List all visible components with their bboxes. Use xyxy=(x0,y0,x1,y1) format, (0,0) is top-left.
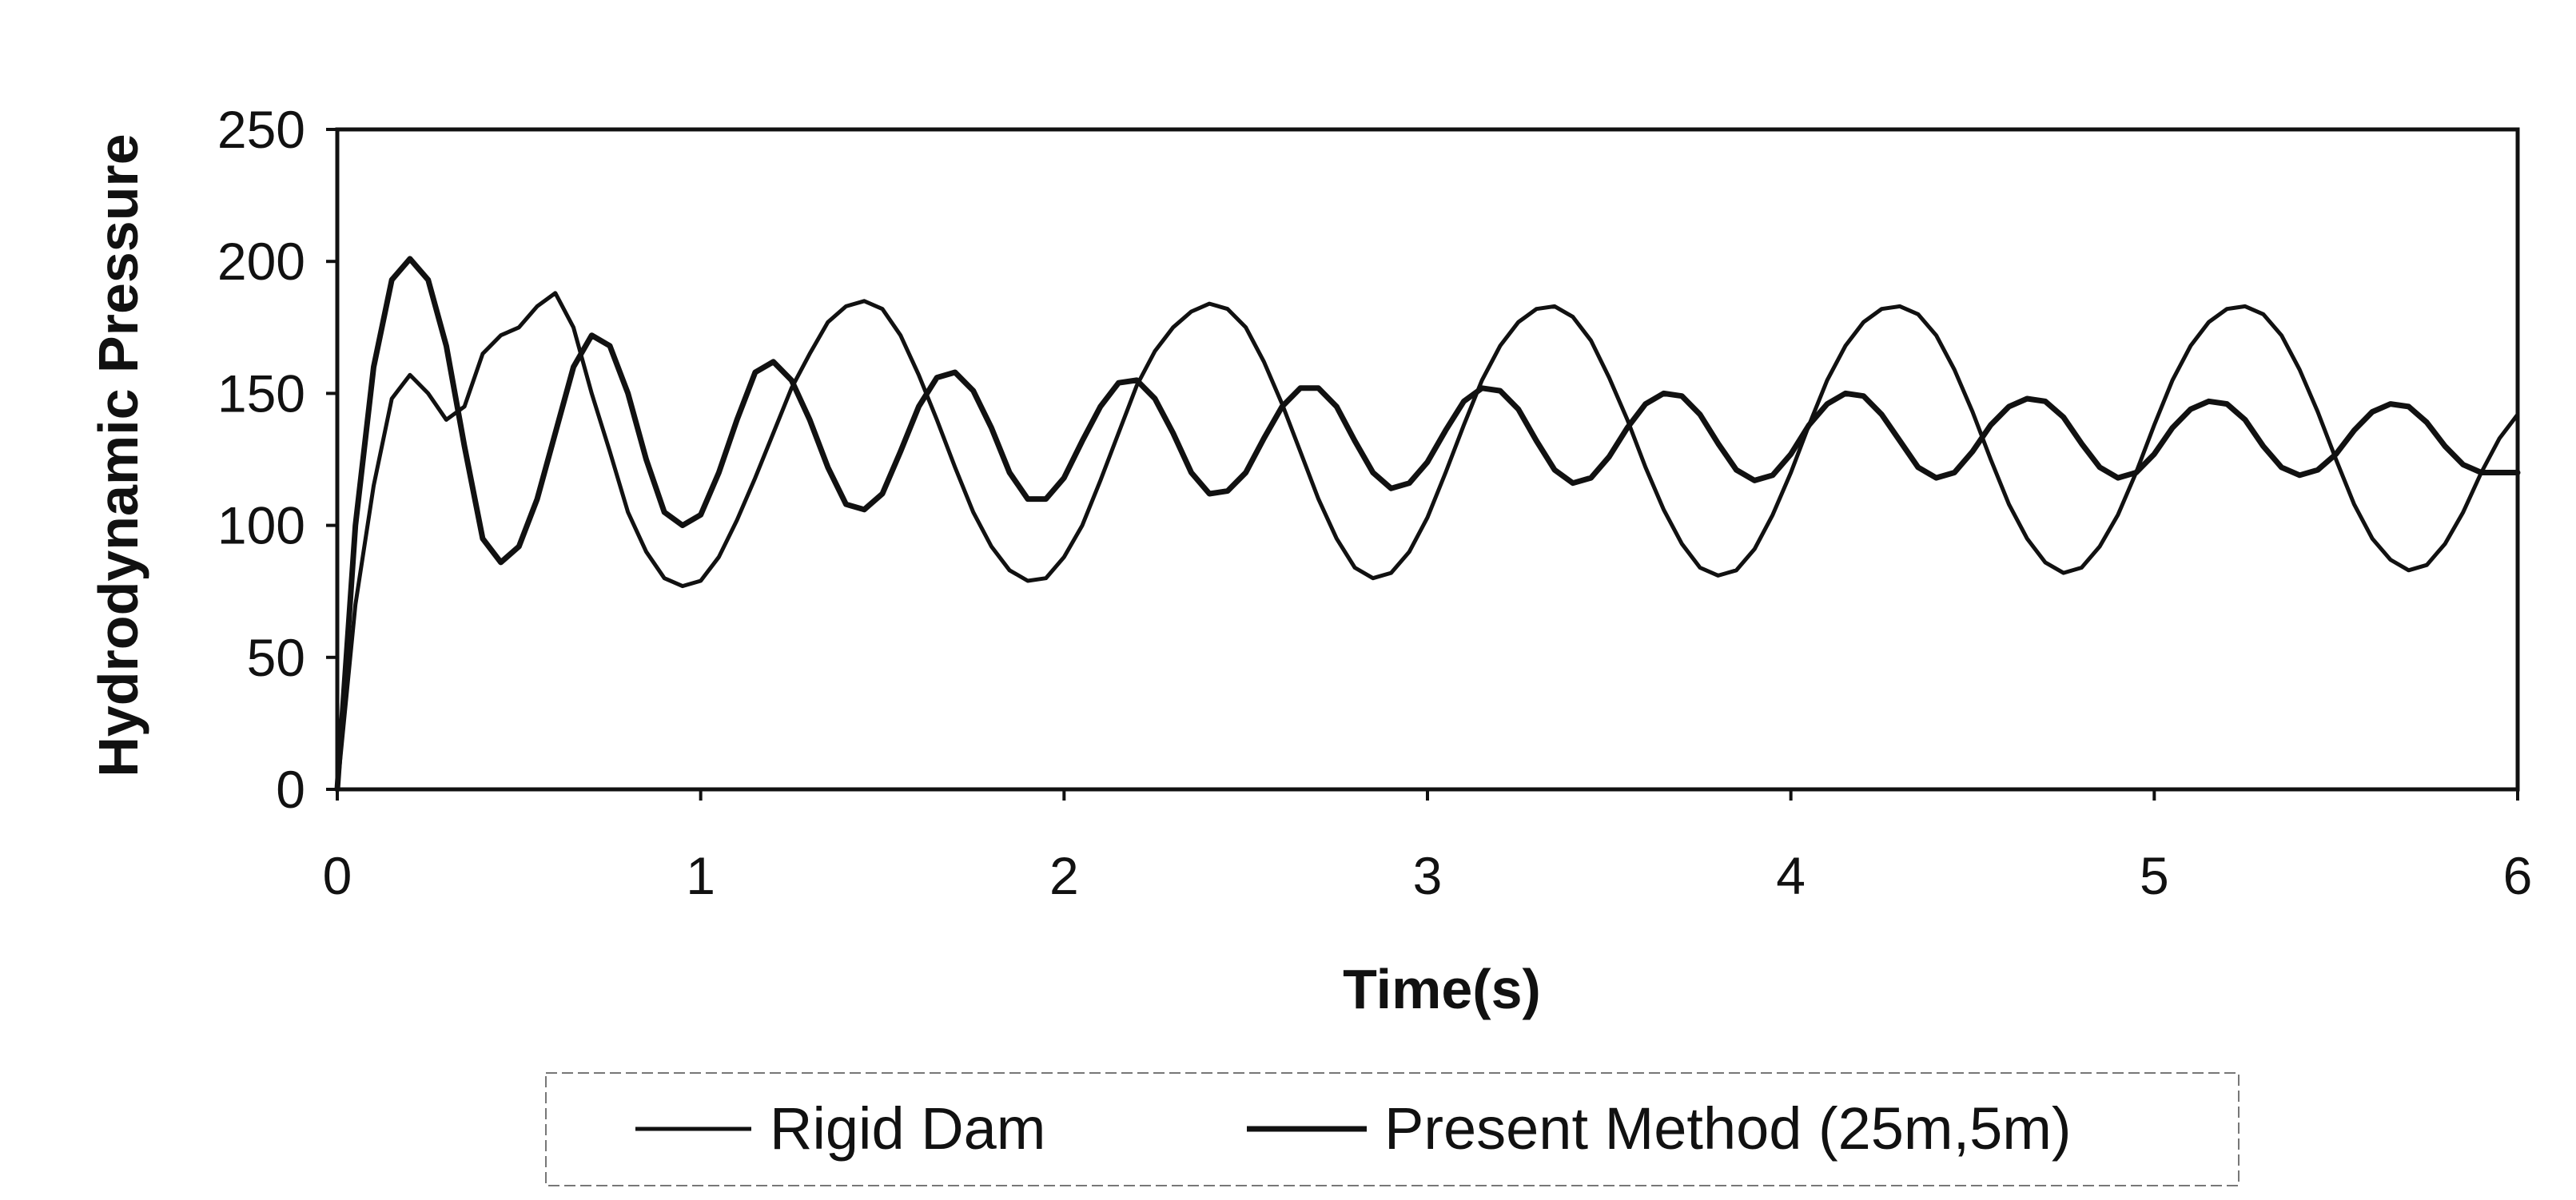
y-tick-label: 100 xyxy=(217,496,305,555)
x-tick-label: 0 xyxy=(323,846,352,905)
y-tick-label: 50 xyxy=(247,628,305,687)
y-axis-title: Hydrodynamic Pressure xyxy=(87,133,149,777)
x-tick-label: 4 xyxy=(1776,846,1806,905)
x-tick-label: 2 xyxy=(1049,846,1079,905)
legend-label-present-method: Present Method (25m,5m) xyxy=(1384,1095,2072,1162)
legend-box xyxy=(545,1072,2240,1186)
series-line-present-method xyxy=(334,256,2521,793)
x-tick-label: 1 xyxy=(686,846,715,905)
axes xyxy=(326,127,2520,801)
y-tick-label: 250 xyxy=(217,100,305,159)
y-tick-label: 200 xyxy=(217,232,305,291)
x-tick-label: 6 xyxy=(2503,846,2533,905)
y-tick-label: 0 xyxy=(276,760,305,819)
series-lines xyxy=(334,256,2521,793)
x-tick-label: 5 xyxy=(2140,846,2169,905)
series-line-rigid-dam xyxy=(335,291,2520,792)
legend-label-rigid-dam: Rigid Dam xyxy=(770,1095,1045,1162)
x-axis-title: Time(s) xyxy=(1343,958,1541,1020)
legend: Rigid Dam Present Method (25m,5m) xyxy=(545,1072,2240,1186)
x-tick-label: 3 xyxy=(1413,846,1443,905)
tick-labels: 0 50 100 150 200 250 0 1 2 3 4 5 6 xyxy=(217,100,2532,905)
y-tick-label: 150 xyxy=(217,364,305,423)
